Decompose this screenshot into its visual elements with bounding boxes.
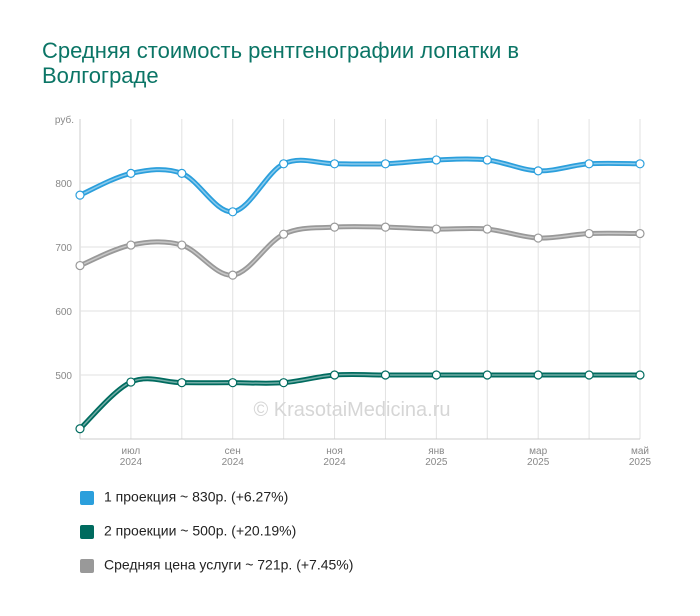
- watermark: © KrasotaiMedicina.ru: [253, 399, 450, 421]
- data-point: [75, 190, 85, 200]
- data-point: [380, 159, 391, 169]
- y-tick-label: 600: [55, 307, 72, 318]
- data-point: [584, 370, 594, 380]
- data-point: [329, 370, 340, 380]
- data-point: [482, 155, 492, 165]
- chart-title: Средняя стоимость рентгенографии лопатки…: [42, 38, 520, 88]
- data-point: [228, 270, 238, 280]
- data-point: [177, 240, 187, 250]
- series-line-highlight: [79, 225, 641, 276]
- data-point: [431, 370, 441, 380]
- legend-swatch: [80, 491, 94, 505]
- data-point: [635, 159, 645, 169]
- data-point: [431, 155, 441, 165]
- legend-label: 2 проекции ~ 500р. (+20.19%): [104, 523, 296, 539]
- data-point: [329, 222, 340, 232]
- data-point: [126, 168, 136, 178]
- data-point: [228, 207, 238, 217]
- series-line: [78, 156, 641, 215]
- data-point: [177, 168, 187, 178]
- data-point: [635, 370, 645, 380]
- legend-swatch: [80, 525, 94, 539]
- data-point: [329, 159, 340, 169]
- y-tick-label: 500: [55, 371, 72, 382]
- data-point: [177, 378, 187, 388]
- data-point: [228, 378, 238, 388]
- data-point: [75, 260, 85, 271]
- legend-label: 1 проекция ~ 830р. (+6.27%): [104, 489, 288, 505]
- data-point: [533, 166, 543, 176]
- x-tick-label: июл 2024: [120, 446, 143, 468]
- x-tick-label: сен 2024: [222, 446, 245, 468]
- data-point: [380, 222, 391, 232]
- data-point: [482, 224, 492, 234]
- data-point: [279, 229, 289, 239]
- data-point: [533, 233, 543, 243]
- x-tick-label: мар 2025: [527, 446, 550, 468]
- legend-swatch: [80, 559, 94, 573]
- data-point: [126, 240, 136, 250]
- data-point: [431, 224, 441, 234]
- data-point: [126, 377, 136, 387]
- data-point: [635, 228, 645, 239]
- y-tick-label: 800: [55, 179, 72, 190]
- data-point: [533, 370, 543, 380]
- data-point: [380, 370, 391, 380]
- data-point: [75, 424, 85, 434]
- x-tick-label: май 2025: [629, 446, 652, 468]
- data-point: [584, 228, 594, 239]
- y-tick-label: 700: [55, 243, 72, 254]
- x-tick-label: янв 2025: [425, 446, 448, 468]
- data-point: [279, 378, 289, 388]
- y-axis-label: руб.: [55, 114, 74, 126]
- data-point: [482, 370, 492, 380]
- data-point: [584, 159, 594, 169]
- series-line: [79, 224, 641, 278]
- x-tick-label: ноя 2024: [323, 446, 346, 468]
- data-point: [279, 159, 289, 169]
- legend-label: Средняя цена услуги ~ 721р. (+7.45%): [104, 557, 353, 573]
